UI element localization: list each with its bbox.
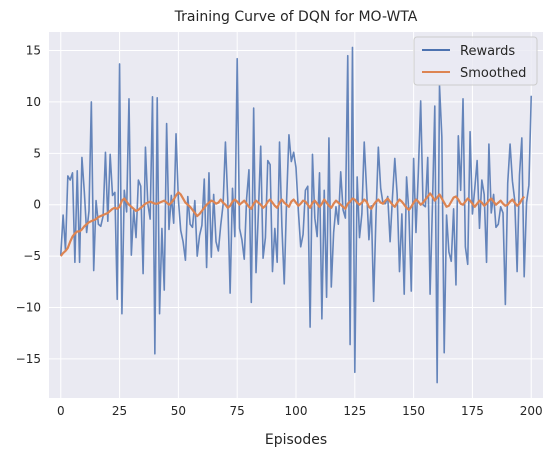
y-tick-label: −5 — [23, 249, 41, 263]
x-axis-ticks: 0 25 50 75 100 125 150 175 200 — [57, 404, 543, 418]
x-tick-label: 125 — [343, 404, 366, 418]
y-tick-label: 15 — [26, 44, 41, 58]
y-axis-ticks: −15 −10 −5 0 5 10 15 — [16, 44, 41, 366]
y-tick-label: −15 — [16, 352, 41, 366]
x-tick-label: 75 — [230, 404, 245, 418]
legend-label-rewards: Rewards — [460, 44, 515, 59]
x-tick-label: 200 — [520, 404, 543, 418]
x-tick-label: 100 — [285, 404, 308, 418]
series-line-smoothed — [59, 191, 526, 257]
x-axis-label: Episodes — [265, 432, 327, 448]
y-tick-label: 10 — [26, 95, 41, 109]
legend: Rewards Smoothed — [413, 36, 538, 86]
series-lines — [59, 46, 533, 384]
x-tick-label: 25 — [112, 404, 127, 418]
y-tick-label: 5 — [33, 146, 41, 160]
y-tick-label: −10 — [16, 301, 41, 315]
series-line-rewards — [59, 46, 533, 384]
x-tick-label: 150 — [402, 404, 425, 418]
y-tick-label: 0 — [33, 198, 41, 212]
x-tick-label: 175 — [461, 404, 484, 418]
x-tick-label: 50 — [171, 404, 186, 418]
chart-title: Training Curve of DQN for MO-WTA — [174, 9, 418, 25]
x-tick-label: 0 — [57, 404, 65, 418]
legend-label-smoothed: Smoothed — [460, 66, 526, 81]
